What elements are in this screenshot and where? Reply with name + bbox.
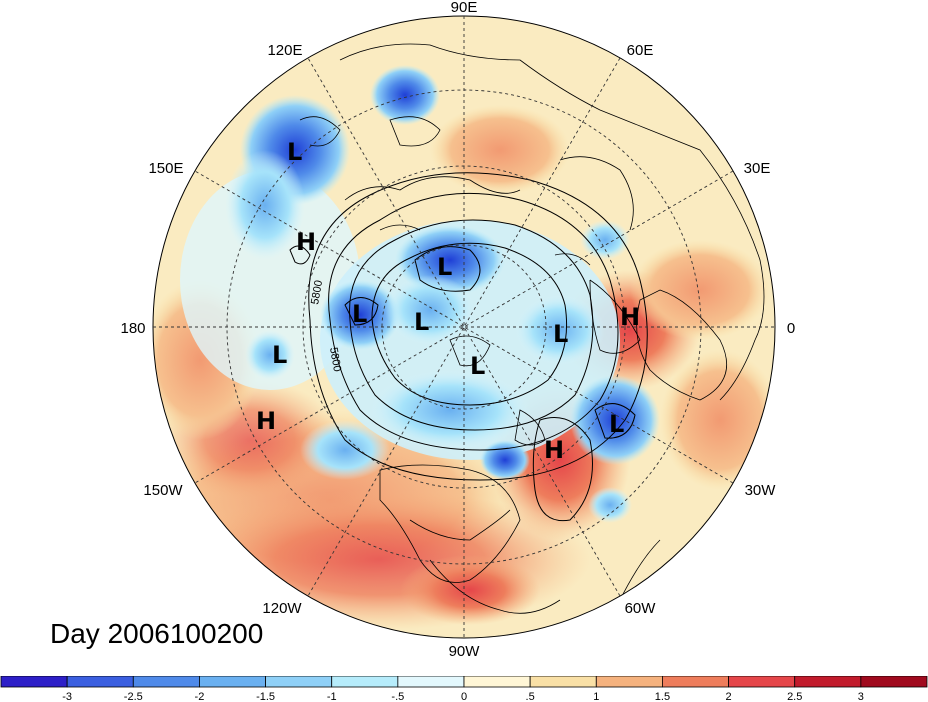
colorbar-label: 0 (461, 691, 467, 702)
lon-label-90e: 90E (451, 0, 478, 16)
colorbar-swatch (728, 676, 796, 688)
height-contours (289, 172, 648, 522)
lon-label-120e: 120E (267, 42, 302, 59)
colorbar-label: -2.5 (124, 691, 143, 702)
low-center-label: L (437, 253, 452, 281)
lon-label-180: 180 (120, 320, 145, 337)
low-center-label: L (553, 320, 568, 348)
colorbar-label: -1 (327, 691, 337, 702)
lon-label-60e: 60E (627, 42, 654, 59)
colorbar-swatch (0, 676, 68, 688)
low-center-label: L (414, 308, 429, 336)
map-title: Day 2006100200 (50, 618, 264, 649)
colorbar-label: 3 (858, 691, 864, 702)
colorbar-swatch (595, 676, 663, 688)
colorbar-label: -3 (62, 691, 72, 702)
colorbar-label: -2 (195, 691, 205, 702)
colorbar-label: 2.5 (787, 691, 802, 702)
polar-map: 5800 5800 L H L L L L L L H H L H 90E 60… (120, 0, 795, 660)
colorbar-label: 1.5 (655, 691, 670, 702)
colorbar-label: -1.5 (256, 691, 275, 702)
lon-label-150w: 150W (143, 482, 183, 499)
colorbar-swatch (66, 676, 134, 688)
contour-label-2: 5800 (327, 346, 343, 372)
low-center-label: L (609, 410, 624, 438)
lon-label-120w: 120W (262, 600, 302, 617)
colorbar-swatch (463, 676, 531, 688)
colorbar-swatch (662, 676, 729, 688)
coastlines (299, 43, 765, 614)
lon-label-0: 0 (787, 320, 795, 337)
colorbar-swatch (132, 676, 200, 688)
lon-label-30w: 30W (745, 482, 777, 499)
lon-label-150e: 150E (148, 160, 183, 177)
high-center-label: H (544, 436, 564, 464)
low-center-label: L (352, 300, 367, 328)
lon-label-30e: 30E (744, 160, 771, 177)
colorbar-swatch (529, 676, 597, 688)
lon-label-90w: 90W (449, 643, 481, 660)
high-center-label: H (296, 228, 316, 256)
high-center-label: H (620, 303, 640, 331)
colorbar-swatch (860, 676, 928, 688)
pressure-centers: L H L L L L L L H H L H (256, 138, 640, 464)
low-center-label: L (287, 138, 302, 166)
colorbar-label: -.5 (391, 691, 404, 702)
lon-label-60w: 60W (625, 600, 657, 617)
colorbar-label: 1 (593, 691, 599, 702)
colorbar-label: .5 (526, 691, 535, 702)
graticule (153, 16, 775, 638)
colorbar-swatch (397, 676, 465, 688)
low-center-label: L (272, 341, 287, 369)
low-center-label: L (470, 352, 485, 380)
colorbar-label: 2 (726, 691, 732, 702)
high-center-label: H (256, 407, 276, 435)
colorbar-swatch (331, 676, 399, 688)
longitude-labels: 90E 60E 30E 0 30W 60W 90W 120W 150W 180 … (120, 0, 795, 660)
colorbar-swatch (199, 676, 266, 688)
contour-label-1: 5800 (309, 279, 325, 305)
colorbar: -3 -2.5 -2 -1.5 -1 -.5 0 .5 1 1.5 2 2.5 3 (0, 676, 928, 702)
colorbar-swatch (265, 676, 333, 688)
colorbar-swatch (794, 676, 862, 688)
